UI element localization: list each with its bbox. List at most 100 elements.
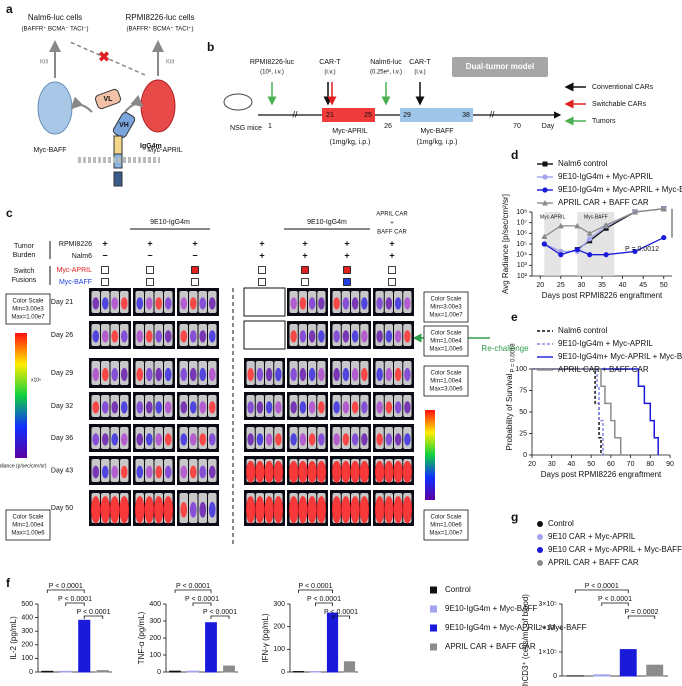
- day-tick: 25: [364, 112, 372, 119]
- signal: [199, 401, 207, 414]
- scale-text: Min=1.00e6: [430, 523, 462, 529]
- signal: [110, 496, 120, 524]
- event-detail: (i.v.): [414, 70, 425, 76]
- signal: [208, 367, 216, 382]
- x-tick-label: 90: [666, 461, 674, 468]
- day-tick: 1: [268, 123, 272, 130]
- signal: [164, 297, 172, 310]
- signal: [189, 401, 197, 414]
- signal: [342, 401, 350, 414]
- panel-label: e: [511, 310, 518, 324]
- x-tick-label: 50: [587, 461, 595, 468]
- switch-box: [301, 278, 309, 286]
- scale-text: Color Scale: [430, 515, 462, 521]
- scale-text: Color Scale: [12, 299, 44, 305]
- signal: [136, 330, 144, 343]
- y-tick-label: 200: [273, 624, 285, 631]
- signal: [120, 433, 128, 446]
- signal: [164, 433, 172, 446]
- p-value: P < 0.0001: [299, 583, 333, 590]
- signal: [273, 496, 283, 524]
- p-bracket: [46, 589, 85, 593]
- bar: [343, 661, 356, 673]
- x-axis-label: Days post RPMI8226 engraftment: [541, 470, 662, 479]
- switch-box: [191, 278, 199, 286]
- legend-swatch: [537, 547, 543, 553]
- y-tick-label: 50: [519, 409, 527, 416]
- legend-swatch: [537, 521, 543, 527]
- data-point: [541, 241, 547, 247]
- signal: [199, 501, 207, 518]
- y-tick-label: 0: [523, 452, 527, 459]
- switch-box: [388, 278, 396, 286]
- signal: [404, 297, 411, 310]
- day-tick: 29: [403, 112, 411, 119]
- data-point: [603, 222, 610, 228]
- signal: [154, 496, 164, 524]
- y-tick-label: 200: [21, 642, 33, 649]
- y-tick-label: 200: [149, 635, 161, 642]
- x-tick-label: 80: [646, 461, 654, 468]
- signal: [180, 367, 188, 382]
- legend-label: Nalm6 control: [558, 159, 608, 168]
- signal: [333, 401, 340, 414]
- y-tick-label: 0: [157, 669, 161, 676]
- event-label: CAR-T: [319, 59, 341, 66]
- signal: [265, 401, 273, 414]
- signal: [351, 401, 359, 414]
- p-bracket: [332, 615, 350, 619]
- signal: [101, 330, 109, 343]
- panel-label: d: [511, 148, 518, 162]
- model-label: Dual-tumor model: [466, 62, 534, 71]
- signal: [316, 460, 326, 483]
- legend-label: APRIL CAR + BAFF CAR: [548, 558, 639, 567]
- empty-image: [243, 287, 286, 317]
- signal: [318, 330, 325, 343]
- signal: [155, 433, 163, 446]
- signal: [136, 367, 144, 382]
- signal: [318, 367, 325, 382]
- x-tick-label: 45: [639, 282, 647, 289]
- signal: [351, 433, 359, 446]
- signal: [199, 433, 207, 446]
- signal: [290, 330, 297, 343]
- y-axis-label: hCD3⁺ (cells/mL of blood): [521, 594, 530, 686]
- x-axis-label: Days post RPMI8226 engraftment: [542, 291, 663, 300]
- y-tick-label: 3×10⁵: [538, 601, 557, 608]
- signal: [155, 330, 163, 343]
- y-tick-label: 100: [515, 366, 527, 373]
- scale-text: Max=1.00e7: [11, 315, 45, 321]
- signal: [289, 460, 299, 483]
- signal: [333, 367, 340, 382]
- y-tick-label: 10²: [517, 273, 528, 280]
- empty-image: [243, 320, 286, 350]
- signal: [375, 496, 385, 524]
- scale-text: Min=1.00e4: [430, 339, 462, 345]
- signal: [189, 297, 197, 310]
- signal: [256, 367, 264, 382]
- signal: [361, 433, 368, 446]
- signal: [394, 297, 402, 310]
- panel-label: b: [207, 40, 214, 54]
- switch-box: [301, 266, 309, 274]
- bar: [593, 674, 611, 677]
- signal: [308, 367, 316, 382]
- cell-name: RPMI8226-luc cells: [126, 13, 195, 22]
- signal: [180, 501, 188, 518]
- p-bracket: [627, 615, 656, 619]
- panel-label: g: [511, 510, 518, 524]
- vh-domain: [112, 112, 136, 138]
- row-name: Nalm6: [72, 253, 92, 260]
- x-tick-label: 20: [536, 282, 544, 289]
- p-value: P < 0.0001: [307, 596, 341, 603]
- symbol: +: [302, 250, 307, 260]
- p-bracket: [83, 615, 104, 619]
- kill-label: Kill: [166, 60, 174, 66]
- signal: [308, 433, 316, 446]
- signal: [163, 496, 173, 524]
- legend-swatch: [430, 643, 437, 651]
- signal: [290, 433, 297, 446]
- signal: [351, 330, 359, 343]
- treatment-detail: (1mg/kg, i.p.): [417, 139, 458, 146]
- y-tick-label: 25: [519, 430, 527, 437]
